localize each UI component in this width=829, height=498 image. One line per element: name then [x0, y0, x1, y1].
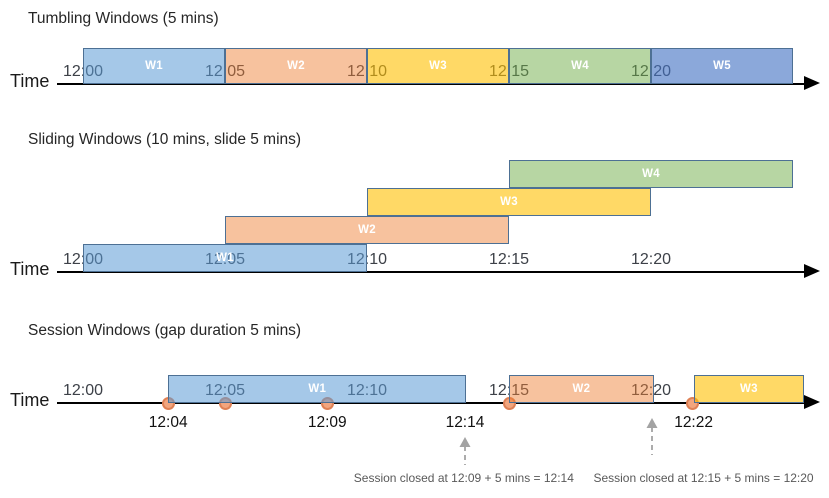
event-time-label: 12:04 [148, 414, 188, 431]
window-label: W5 [713, 60, 731, 72]
event-time-label: 12:14 [445, 414, 485, 431]
session-closed-arrow-icon [645, 418, 659, 460]
window-label: W1 [216, 252, 234, 264]
time-axis-label: Time [10, 259, 50, 279]
window-label: W4 [642, 168, 660, 180]
tick-label: 12:15 [488, 251, 530, 268]
session-closed-note: Session closed at 12:15 + 5 mins = 12:20 [593, 471, 814, 485]
window-label: W1 [308, 383, 327, 395]
window-w3: W3 [693, 375, 805, 403]
event-time-label: 12:22 [674, 414, 713, 431]
window-label: W2 [287, 60, 305, 72]
window-w4: W4 [509, 160, 793, 188]
window-w3: W3 [367, 188, 651, 216]
window-w2: W2 [225, 48, 367, 84]
timeline-arrow-icon [804, 76, 820, 90]
window-w5: W5 [651, 48, 793, 84]
window-w4: W4 [509, 48, 651, 84]
session-closed-arrow-icon [458, 437, 472, 470]
timeline [57, 83, 806, 85]
session-closed-note: Session closed at 12:09 + 5 mins = 12:14 [353, 471, 574, 485]
section-title: Session Windows (gap duration 5 mins) [28, 322, 302, 339]
timeline-arrow-icon [804, 395, 820, 409]
time-axis-label: Time [10, 390, 50, 410]
window-w1: W1 [168, 375, 467, 403]
time-axis-label: Time [10, 71, 50, 91]
window-label: W3 [429, 60, 447, 72]
section-title: Tumbling Windows (5 mins) [28, 10, 219, 27]
window-w1: W1 [83, 48, 225, 84]
section-title: Sliding Windows (10 mins, slide 5 mins) [28, 131, 302, 148]
window-w3: W3 [367, 48, 509, 84]
window-w2: W2 [509, 375, 654, 403]
timeline [57, 271, 806, 273]
timeline-arrow-icon [804, 264, 820, 278]
tick-label: 12:20 [630, 251, 672, 268]
tick-label: 12:00 [62, 382, 104, 399]
event-time-label: 12:09 [307, 414, 347, 431]
window-w1: W1 [83, 244, 367, 272]
window-label: W2 [572, 383, 591, 395]
tick-label: 12:20 [630, 382, 672, 399]
window-label: W1 [145, 60, 163, 72]
window-label: W2 [358, 224, 376, 236]
window-label: W3 [740, 383, 758, 395]
window-label: W3 [500, 196, 518, 208]
timeline [57, 402, 806, 404]
window-w2: W2 [225, 216, 509, 244]
window-label: W4 [571, 60, 589, 72]
